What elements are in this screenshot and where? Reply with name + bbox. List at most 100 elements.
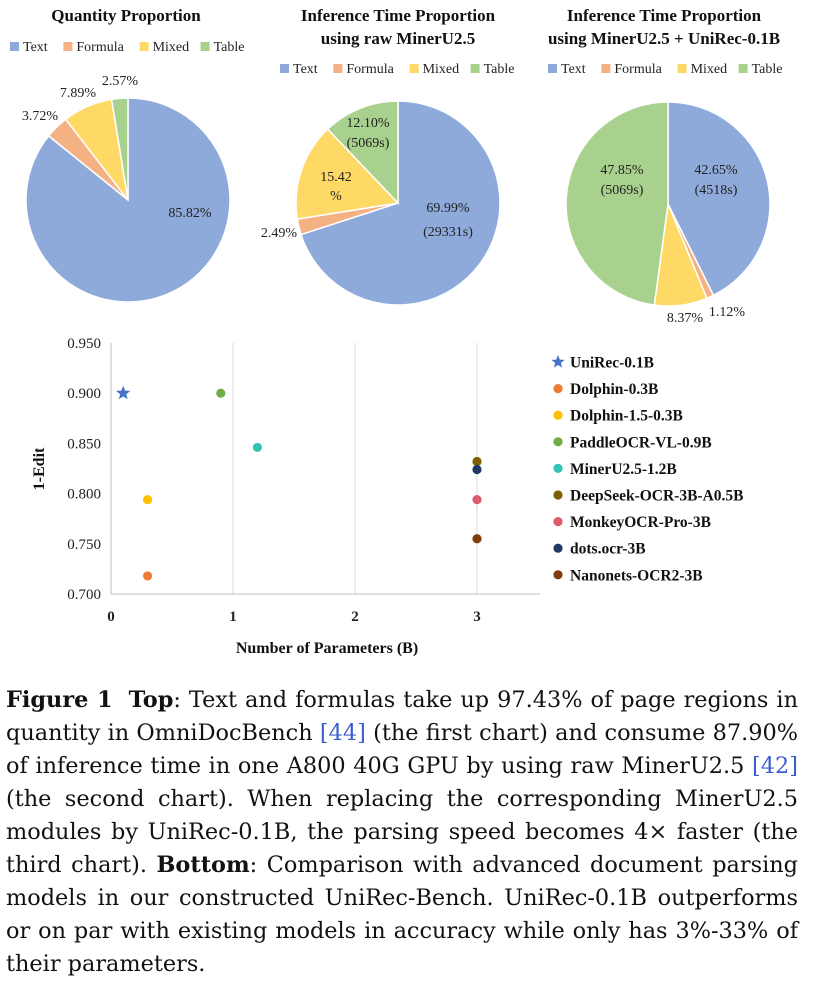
scatter-point-unirec-0-1b <box>116 385 131 400</box>
pie3-label2-text: (4518s) <box>695 183 738 198</box>
pie1-legend-text: Text <box>23 40 48 55</box>
scatter-tick-labels: 0.700 0.750 0.800 0.850 0.900 0.950 0 1 2 3 <box>67 336 481 625</box>
scatter-legend-marker-unirec-0-1b <box>551 355 565 368</box>
pie3-legend-table: Table <box>752 62 783 77</box>
caption-top-heading: Top <box>128 687 174 713</box>
pie3-label2-table: (5069s) <box>601 183 644 198</box>
scatter-legend-marker-nanonets-ocr2-3b <box>553 570 563 580</box>
pie3-slice-text <box>667 101 771 297</box>
pie-chart-unirec: Inference Time Proportion using MinerU2.… <box>548 6 783 326</box>
pie2-legend-text: Text <box>293 62 318 77</box>
scatter-legend-marker-deepseek-ocr-3b-a0-5b <box>553 490 563 500</box>
pie1-label-formula: 3.72% <box>22 109 59 124</box>
pie1-legend-swatch-mixed <box>139 42 149 51</box>
scatter-point-paddleocr-vl-0-9b <box>216 388 226 398</box>
scatter-point-dolphin-1-5-0-3b <box>143 495 153 505</box>
pie2-legend-swatch-formula <box>333 64 343 73</box>
pie3-legend-swatch-mixed <box>677 64 687 73</box>
pie1-label-text: 85.82% <box>168 206 212 221</box>
scatter-points <box>116 385 482 581</box>
caption-text-2: (the first chart) and consume 87.90% of … <box>6 720 798 779</box>
scatter-chart: 0.700 0.750 0.800 0.850 0.900 0.950 0 1 2 3 Numbe… <box>31 336 744 657</box>
scatter-gridlines <box>232 343 478 594</box>
pie2-label-formula: 2.49% <box>261 226 298 241</box>
scatter-point-nanonets-ocr2-3b <box>472 534 482 544</box>
pie3-labels: 42.65% (4518s) 1.12% 8.37% 47.85% (5069s) <box>600 163 745 326</box>
pie3-legend: Text Formula Mixed Table <box>548 62 783 77</box>
pie3-subtitle: using MinerU2.5 + UniRec-0.1B <box>548 29 780 48</box>
caption-text-3: (the second chart). When replacing the c… <box>6 786 798 878</box>
scatter-point-monkeyocr-pro-3b <box>472 495 482 505</box>
scatter-point-dots-ocr-3b <box>472 464 482 475</box>
pie3-label-text: 42.65% <box>694 163 738 178</box>
scatter-legend-marker-dolphin-0-3b <box>553 384 563 394</box>
pie2-label2-table: (5069s) <box>347 136 390 151</box>
pie1-labels: 85.82% 3.72%7.89% 2.57% <box>22 74 212 221</box>
pie-chart-quantity: Quantity Proportion Text Formula Mixed Tabl… <box>10 6 245 303</box>
pie2-legend-table: Table <box>484 62 515 77</box>
scatter-xtick-2: 2 <box>351 609 359 625</box>
pie2-legend-swatch-mixed <box>409 64 419 73</box>
figure-canvas: Quantity Proportion Text Formula Mixed Tabl… <box>10 6 783 657</box>
scatter-ytick-2: 0.800 <box>67 487 101 503</box>
pie2-legend-swatch-table <box>470 64 480 73</box>
scatter-legend-mineru2-5-1-2b: MinerU2.5-1.2B <box>570 461 677 478</box>
pie2-slice-mixed <box>295 128 400 220</box>
scatter-xtick-1: 1 <box>229 609 237 625</box>
scatter-ytick-5: 0.950 <box>67 336 101 352</box>
pie1-slice-table <box>110 97 129 201</box>
pie1-label-mixed: 7.89% <box>60 86 97 101</box>
scatter-legend: UniRec-0.1B Dolphin-0.3B Dolphin-1.5-0.3B P… <box>551 355 744 584</box>
scatter-ytick-3: 0.850 <box>67 436 101 452</box>
scatter-legend-marker-monkeyocr-pro-3b <box>553 517 563 527</box>
caption-figure-label: Figure 1 <box>6 687 113 713</box>
pie1-legend-swatch-formula <box>63 42 73 51</box>
scatter-point-deepseek-ocr-3b-a0-5b <box>472 456 482 467</box>
scatter-ytick-1: 0.750 <box>67 537 101 553</box>
pie2-label2-text: (29331s) <box>423 225 473 240</box>
scatter-point-dolphin-0-3b <box>143 571 153 581</box>
pie3-slice-table <box>565 101 669 306</box>
scatter-legend-marker-mineru2-5-1-2b <box>553 463 563 473</box>
pie1-title: Quantity Proportion <box>51 6 201 25</box>
pie3-title: Inference Time Proportion <box>567 6 762 25</box>
pie3-legend-formula: Formula <box>614 62 662 77</box>
pie1-legend-swatch-table <box>200 42 210 51</box>
figure-caption: Figure 1 Top: Text and formulas take up … <box>6 684 798 981</box>
scatter-xtick-3: 3 <box>473 609 481 625</box>
pie3-slices <box>565 101 771 307</box>
caption-ref-42[interactable]: [42] <box>752 753 798 779</box>
scatter-legend-dolphin-1-5-0-3b: Dolphin-1.5-0.3B <box>570 408 683 425</box>
caption-bottom-heading: Bottom <box>156 852 250 878</box>
scatter-ylabel: 1-Edit <box>31 447 48 490</box>
scatter-xlabel: Number of Parameters (B) <box>236 640 418 657</box>
pie3-legend-swatch-formula <box>601 64 611 73</box>
pie2-legend-mixed: Mixed <box>423 62 460 77</box>
scatter-legend-marker-dots-ocr-3b <box>553 543 563 553</box>
pie3-legend-swatch-table <box>738 64 748 73</box>
scatter-xtick-0: 0 <box>107 609 115 625</box>
pie1-legend-swatch-text <box>10 42 19 51</box>
pie2-label-text: 69.99% <box>426 201 470 216</box>
scatter-point-mineru2-5-1-2b <box>252 442 262 453</box>
pie2-legend: Text Formula Mixed Table <box>280 62 515 77</box>
scatter-legend-dots-ocr-3b: dots.ocr-3B <box>570 541 646 558</box>
pie3-label-formula: 1.12% <box>709 305 746 320</box>
caption-text-1: : Text and formulas take up 97.43% of pa… <box>6 687 798 746</box>
pie2-labels: 69.99% (29331s) 2.49% 15.42% 12.10% (5069s) <box>261 116 473 241</box>
caption-text-4: : Comparison with advanced document pars… <box>6 852 798 977</box>
pie2-label-table: 12.10% <box>346 116 390 131</box>
caption-ref-44[interactable]: [44] <box>319 720 366 746</box>
pie2-label2-mixed: % <box>330 189 342 204</box>
pie1-legend-formula: Formula <box>76 40 124 55</box>
pie2-subtitle: using raw MinerU2.5 <box>321 29 475 48</box>
pie2-label-mixed: 15.42 <box>320 170 352 185</box>
pie3-label-table: 47.85% <box>600 163 644 178</box>
pie3-legend-swatch-text <box>548 64 557 73</box>
scatter-legend-unirec-0-1b: UniRec-0.1B <box>570 355 654 372</box>
pie2-legend-formula: Formula <box>346 62 394 77</box>
scatter-ytick-0: 0.700 <box>67 587 101 603</box>
scatter-axes <box>110 343 540 595</box>
scatter-legend-nanonets-ocr2-3b: Nanonets-OCR2-3B <box>570 567 703 584</box>
pie2-legend-swatch-text <box>280 64 289 73</box>
